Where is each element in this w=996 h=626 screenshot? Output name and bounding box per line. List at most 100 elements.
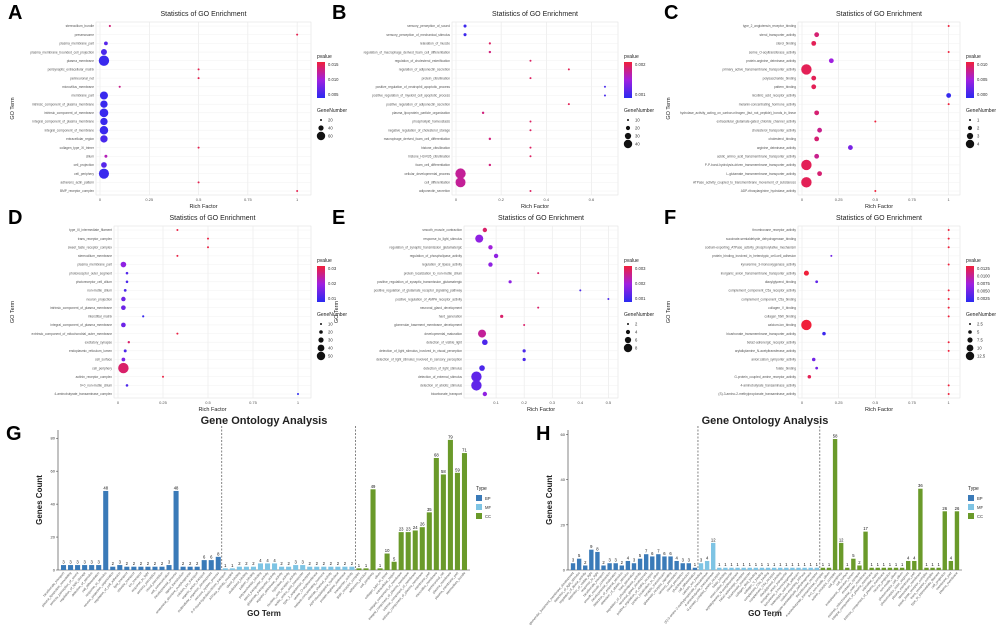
x-tick-label: 0 xyxy=(117,400,120,405)
panel-label: A xyxy=(8,2,22,24)
go-term-label: sensory_perception_of_sound xyxy=(407,24,450,28)
go-term-label: L-glutamate_transmembrane_transporter_ac… xyxy=(726,172,796,176)
go-term-label: macrophage_derived_foam_cell_differentia… xyxy=(384,137,450,141)
bar xyxy=(686,563,692,570)
go-term-label: ATPase_activity_coupled_to_transmembrane… xyxy=(693,181,796,185)
bar xyxy=(601,565,606,570)
bar xyxy=(440,474,446,570)
data-point xyxy=(947,289,950,292)
go-term-label: calcium-ion_binding xyxy=(768,323,796,327)
bar-value-label: 3 xyxy=(69,560,72,565)
pvalue-legend-tick: 0.000 xyxy=(977,92,988,97)
bar-value-label: 1 xyxy=(743,562,746,567)
data-point xyxy=(121,305,126,311)
bar-value-label: 48 xyxy=(103,485,108,490)
data-point xyxy=(455,168,466,179)
x-tick-label: 0.2 xyxy=(498,197,504,202)
bar-value-label: 8 xyxy=(596,546,599,551)
data-point xyxy=(848,145,853,150)
data-point xyxy=(874,190,877,192)
pvalue-legend-tick: 0.0075 xyxy=(977,281,990,286)
bar xyxy=(426,512,432,570)
x-tick-label: 0 xyxy=(99,197,102,202)
bar xyxy=(103,490,109,570)
legend-label: BP xyxy=(977,496,983,501)
x-tick-label: 0.25 xyxy=(159,400,168,405)
bar-value-label: 3 xyxy=(168,560,171,565)
go-term-label: sterol_binding xyxy=(776,42,796,46)
pvalue-legend-tick: 0.02 xyxy=(328,281,337,286)
bar xyxy=(643,554,649,570)
bar xyxy=(906,560,911,570)
go-term-label: kynurenine_3-monooxygenase_activity xyxy=(741,263,797,267)
data-point xyxy=(197,146,200,149)
go-term-label: detection_of_light_stimulus_involved_in_… xyxy=(376,358,462,362)
x-axis-label: Rich Factor xyxy=(865,204,893,210)
pvalue-colorbar xyxy=(317,266,325,302)
pvalue-legend-tick: 0.001 xyxy=(635,296,646,301)
go-term-label: nicotinic_acid_receptor_activity xyxy=(752,94,797,98)
bar-value-label: 2 xyxy=(147,561,150,566)
go-term-label: P-P-bond-hydrolysis-driven_transmembrane… xyxy=(705,163,797,167)
x-tick-label: 1 xyxy=(948,400,951,405)
data-point xyxy=(529,59,532,62)
y-tick-label: 0 xyxy=(563,568,566,573)
data-point xyxy=(463,33,467,37)
bar xyxy=(918,488,923,570)
bar xyxy=(790,567,795,570)
data-point xyxy=(947,246,950,249)
go-term-label: inorganic_anion_transmembrane_transporte… xyxy=(721,271,797,275)
bar-value-label: 5 xyxy=(852,553,855,558)
bar xyxy=(201,560,207,570)
y-axis-label: GO Term xyxy=(334,300,340,323)
y-tick-label: 60 xyxy=(561,432,566,437)
go-term-label: type_2_angiotensin_receptor_binding xyxy=(743,24,796,28)
data-point xyxy=(488,42,491,45)
go-term-label: regulation_of_lipase_activity xyxy=(422,263,462,267)
go-term-label: cilium xyxy=(86,154,94,158)
bar-value-label: 6 xyxy=(651,551,654,556)
go-term-label: succinate-semialdehyde_dehydrogenase_bin… xyxy=(726,237,796,241)
data-point xyxy=(811,75,817,81)
bar-value-label: 1 xyxy=(883,562,886,567)
legend-swatch xyxy=(476,513,482,519)
data-point xyxy=(176,254,179,257)
bar-value-label: 7 xyxy=(645,549,648,554)
x-tick-label: 0.75 xyxy=(908,400,917,405)
size-legend-title: GeneNumber xyxy=(624,108,654,114)
bar-value-label: 4 xyxy=(913,555,916,560)
go-term-label: melanin-concentrating_hormone_activity xyxy=(739,102,797,106)
x-axis-label: GO Term xyxy=(748,609,782,618)
pvalue-legend-title: pvalue xyxy=(966,258,981,264)
size-legend-label: 4 xyxy=(635,330,638,335)
go-term-label: negative_regulation_of_cholesterol_stora… xyxy=(388,128,450,132)
x-tick-label: 0.5 xyxy=(606,400,612,405)
data-point xyxy=(529,77,532,80)
go-term-label: bicarbonate_transmembrane_transporter_ac… xyxy=(727,332,797,336)
data-point xyxy=(811,357,816,362)
bar xyxy=(138,566,144,570)
bar-value-label: 2 xyxy=(316,561,319,566)
bar xyxy=(698,563,704,570)
go-term-label: positive_regulation_of_synaptic_transmis… xyxy=(377,280,462,284)
bar-value-label: 4 xyxy=(259,558,262,563)
size-legend-dot xyxy=(623,343,633,353)
size-legend-title: GeneNumber xyxy=(966,108,996,114)
bar xyxy=(814,567,819,570)
x-axis-label: Rich Factor xyxy=(527,407,555,413)
bar xyxy=(704,560,710,570)
bar xyxy=(124,566,130,570)
bar xyxy=(723,567,728,570)
panel-label: F xyxy=(664,207,676,229)
bar xyxy=(293,565,299,570)
x-axis-label: Rich Factor xyxy=(189,204,217,210)
bar-value-label: 3 xyxy=(633,558,636,563)
size-legend-label: 2.5 xyxy=(977,322,983,327)
data-point xyxy=(529,120,532,123)
bar-value-label: 1 xyxy=(828,562,831,567)
data-point xyxy=(100,100,108,108)
data-point xyxy=(603,85,606,88)
bar xyxy=(912,560,917,570)
go-term-label: adiponectin_secretion xyxy=(419,189,450,193)
bar-value-label: 2 xyxy=(621,560,624,565)
